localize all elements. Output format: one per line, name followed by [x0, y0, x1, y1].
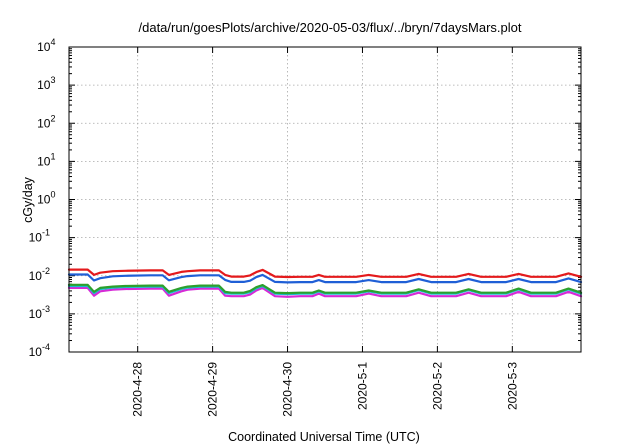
x-tick-label: 2020-5-2: [430, 362, 444, 410]
series-line: [67, 283, 583, 295]
series-line: [67, 273, 583, 284]
y-tick-label: 100: [37, 190, 55, 207]
series-line: [67, 268, 583, 279]
chart-title: /data/run/goesPlots/archive/2020-05-03/f…: [139, 20, 522, 35]
y-tick-label: 104: [37, 37, 55, 54]
x-tick-label: 2020-4-29: [206, 362, 220, 417]
y-tick-label: 10-2: [29, 266, 50, 283]
axis-ticks: 10-4 10-3 10-2 10-1 100 101 102 103 104 2020-4-28…: [29, 37, 581, 417]
x-tick-label: 2020-5-1: [355, 362, 369, 410]
series-layer: [67, 268, 583, 298]
series-line: [67, 286, 583, 298]
grid: [69, 47, 581, 352]
y-tick-label: 103: [37, 75, 55, 92]
y-axis-label: cGy/day: [21, 176, 35, 223]
y-tick-label: 102: [37, 113, 55, 130]
x-tick-label: 2020-5-3: [505, 362, 519, 410]
x-axis-label: Coordinated Universal Time (UTC): [228, 430, 420, 444]
plot-frame: [68, 46, 582, 353]
x-tick-label: 2020-4-30: [281, 362, 295, 417]
y-tick-label: 10-3: [29, 304, 50, 321]
y-tick-label: 10-1: [29, 228, 50, 245]
y-tick-label: 101: [37, 151, 55, 168]
x-tick-label: 2020-4-28: [131, 362, 145, 417]
y-tick-label: 10-4: [29, 342, 50, 359]
